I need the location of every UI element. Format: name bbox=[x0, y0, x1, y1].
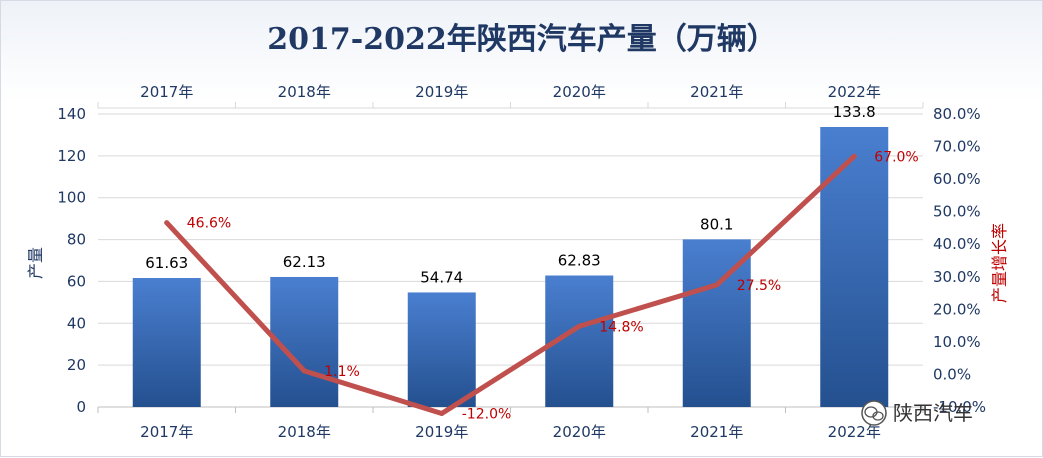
watermark: 陕西汽车 bbox=[861, 400, 973, 426]
y-tick-label: 40 bbox=[67, 314, 86, 332]
x-tick-label: 2020年 bbox=[553, 423, 606, 441]
line-value-label: 46.6% bbox=[187, 216, 231, 232]
x-tick-label: 2018年 bbox=[278, 423, 331, 441]
x-top-tick-label: 2019年 bbox=[415, 83, 468, 101]
line-series bbox=[164, 153, 857, 417]
data-labels: 61.63 62.13 54.74 62.83 80.1 133.8 46.6% 1.1% -1… bbox=[145, 103, 918, 423]
y-tick-label: 140 bbox=[57, 105, 86, 123]
x-tick-label: 2017年 bbox=[140, 423, 193, 441]
y2-tick-label: 10.0% bbox=[933, 333, 981, 351]
axes: 0 20 40 60 80 100 120 140 -10.0% 0.0% 10.0% 20.0% 30… bbox=[57, 83, 986, 441]
line-value-label: 27.5% bbox=[737, 278, 781, 294]
x-tick-label: 2022年 bbox=[828, 423, 881, 441]
line-point bbox=[301, 368, 307, 374]
y2-tick-label: 80.0% bbox=[933, 105, 981, 123]
bar bbox=[820, 126, 889, 408]
line-point bbox=[576, 323, 582, 329]
y-axis-title-right: 产量增长率 bbox=[990, 223, 1009, 303]
bar-value-label: 62.83 bbox=[558, 252, 601, 270]
bar-value-label: 54.74 bbox=[420, 268, 463, 286]
x-tick-label: 2019年 bbox=[415, 423, 468, 441]
line-point bbox=[851, 153, 857, 159]
y2-tick-label: 40.0% bbox=[933, 235, 981, 253]
bar bbox=[270, 276, 339, 407]
line-value-label: 14.8% bbox=[599, 319, 643, 335]
line-value-label: 67.0% bbox=[874, 149, 918, 165]
y-tick-label: 0 bbox=[76, 398, 86, 416]
y2-tick-label: 60.0% bbox=[933, 170, 981, 188]
x-top-tick-label: 2017年 bbox=[140, 83, 193, 101]
chart-title: 2017-2022年陕西汽车产量（万辆） bbox=[267, 22, 776, 57]
y2-tick-label: -10.0% bbox=[933, 398, 986, 416]
x-top-tick-label: 2022年 bbox=[828, 83, 881, 101]
y-tick-label: 100 bbox=[57, 189, 86, 207]
line-point bbox=[439, 411, 445, 417]
line-point bbox=[714, 282, 720, 288]
x-top-tick-label: 2018年 bbox=[278, 83, 331, 101]
line-value-label: -12.0% bbox=[462, 407, 512, 423]
line-point bbox=[164, 220, 170, 226]
bar-value-label: 61.63 bbox=[145, 254, 188, 272]
y2-tick-label: 30.0% bbox=[933, 268, 981, 286]
bar-value-label: 133.8 bbox=[833, 103, 876, 121]
bar bbox=[132, 278, 201, 407]
y2-tick-label: 70.0% bbox=[933, 138, 981, 156]
bar bbox=[682, 239, 751, 407]
y-tick-label: 120 bbox=[57, 147, 86, 165]
x-tick-label: 2021年 bbox=[690, 423, 743, 441]
wechat-icon bbox=[861, 400, 887, 426]
x-top-tick-label: 2020年 bbox=[553, 83, 606, 101]
x-top-tick-label: 2021年 bbox=[690, 83, 743, 101]
bar-value-label: 80.1 bbox=[700, 215, 733, 233]
bar-series bbox=[132, 126, 889, 408]
y-axis-title-left: 产量 bbox=[26, 247, 45, 279]
bar-value-label: 62.13 bbox=[283, 253, 326, 271]
gridlines bbox=[97, 102, 924, 413]
y2-tick-label: 50.0% bbox=[933, 203, 981, 221]
y2-tick-label: 20.0% bbox=[933, 300, 981, 318]
line-value-label: 1.1% bbox=[324, 364, 360, 380]
watermark-text: 陕西汽车 bbox=[893, 401, 973, 425]
growth-line bbox=[164, 153, 857, 417]
bar bbox=[407, 292, 476, 407]
y-tick-label: 80 bbox=[67, 231, 86, 249]
y2-tick-label: 0.0% bbox=[933, 365, 971, 383]
y-tick-label: 20 bbox=[67, 356, 86, 374]
y-tick-label: 60 bbox=[67, 272, 86, 290]
